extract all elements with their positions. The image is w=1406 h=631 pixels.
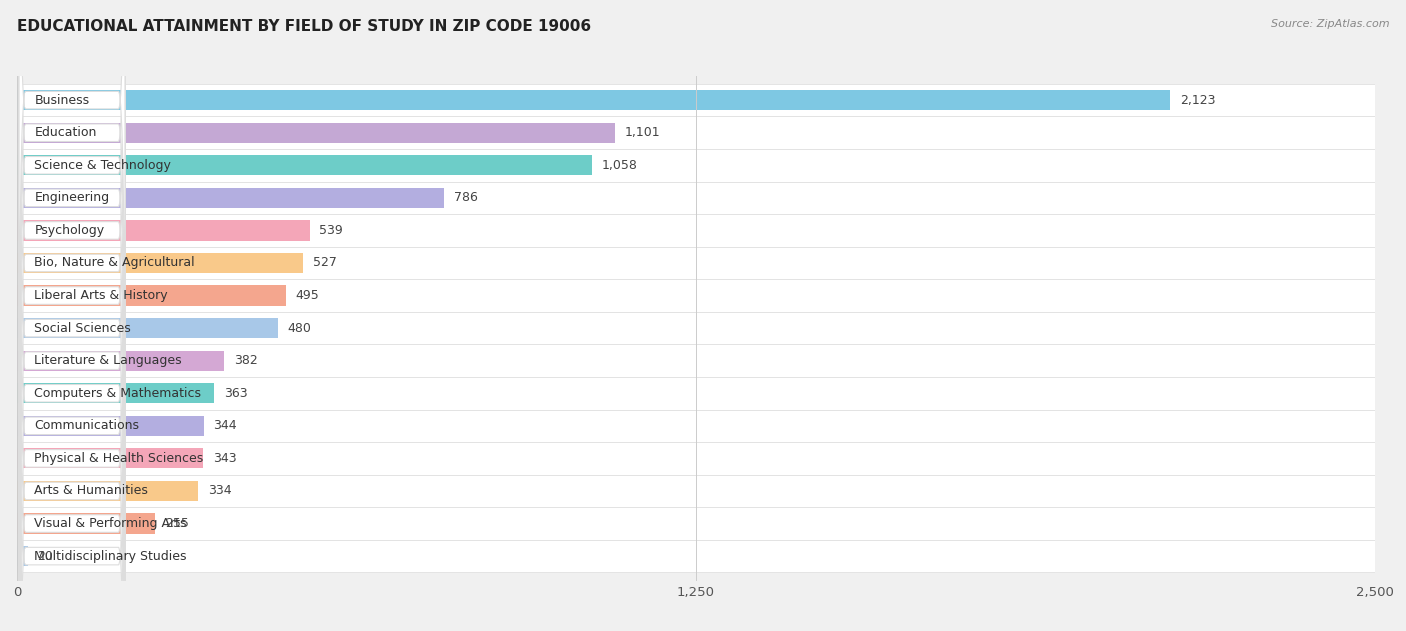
FancyBboxPatch shape	[17, 188, 444, 208]
Text: 343: 343	[212, 452, 236, 465]
FancyBboxPatch shape	[17, 182, 1375, 214]
Text: 334: 334	[208, 485, 232, 497]
Text: Education: Education	[34, 126, 97, 139]
FancyBboxPatch shape	[17, 312, 1375, 345]
Text: 363: 363	[224, 387, 247, 400]
FancyBboxPatch shape	[20, 0, 125, 613]
FancyBboxPatch shape	[20, 0, 125, 631]
Text: Business: Business	[34, 93, 90, 107]
FancyBboxPatch shape	[17, 507, 1375, 540]
Text: Computers & Mathematics: Computers & Mathematics	[34, 387, 201, 400]
FancyBboxPatch shape	[20, 0, 125, 515]
FancyBboxPatch shape	[17, 410, 1375, 442]
Text: 344: 344	[214, 420, 238, 432]
FancyBboxPatch shape	[17, 377, 1375, 410]
FancyBboxPatch shape	[17, 90, 1170, 110]
FancyBboxPatch shape	[20, 0, 125, 580]
Text: 495: 495	[295, 289, 319, 302]
Text: Engineering: Engineering	[34, 191, 110, 204]
FancyBboxPatch shape	[20, 44, 125, 631]
FancyBboxPatch shape	[20, 76, 125, 631]
FancyBboxPatch shape	[17, 84, 1375, 117]
FancyBboxPatch shape	[17, 514, 156, 534]
FancyBboxPatch shape	[20, 0, 125, 631]
FancyBboxPatch shape	[20, 11, 125, 631]
FancyBboxPatch shape	[20, 0, 125, 631]
FancyBboxPatch shape	[17, 351, 225, 371]
Text: 539: 539	[319, 224, 343, 237]
FancyBboxPatch shape	[17, 481, 198, 501]
FancyBboxPatch shape	[20, 109, 125, 631]
Text: Literature & Languages: Literature & Languages	[34, 354, 181, 367]
FancyBboxPatch shape	[17, 247, 1375, 280]
FancyBboxPatch shape	[20, 0, 125, 631]
FancyBboxPatch shape	[17, 475, 1375, 507]
FancyBboxPatch shape	[17, 540, 1375, 572]
FancyBboxPatch shape	[20, 141, 125, 631]
FancyBboxPatch shape	[17, 149, 1375, 182]
FancyBboxPatch shape	[17, 117, 1375, 149]
FancyBboxPatch shape	[17, 214, 1375, 247]
FancyBboxPatch shape	[17, 220, 309, 240]
Text: Multidisciplinary Studies: Multidisciplinary Studies	[34, 550, 187, 563]
FancyBboxPatch shape	[17, 448, 204, 468]
FancyBboxPatch shape	[17, 383, 214, 403]
Text: 1,101: 1,101	[624, 126, 661, 139]
FancyBboxPatch shape	[20, 174, 125, 631]
Text: Science & Technology: Science & Technology	[34, 159, 172, 172]
Text: Bio, Nature & Agricultural: Bio, Nature & Agricultural	[34, 256, 195, 269]
Text: 255: 255	[165, 517, 188, 530]
FancyBboxPatch shape	[17, 253, 304, 273]
FancyBboxPatch shape	[20, 0, 125, 482]
Text: Source: ZipAtlas.com: Source: ZipAtlas.com	[1271, 19, 1389, 29]
Text: Communications: Communications	[34, 420, 139, 432]
Text: 2,123: 2,123	[1180, 93, 1216, 107]
FancyBboxPatch shape	[17, 122, 614, 143]
Text: Physical & Health Sciences: Physical & Health Sciences	[34, 452, 204, 465]
Text: Social Sciences: Social Sciences	[34, 322, 131, 334]
FancyBboxPatch shape	[17, 280, 1375, 312]
FancyBboxPatch shape	[17, 442, 1375, 475]
FancyBboxPatch shape	[17, 546, 28, 566]
Text: 527: 527	[314, 256, 337, 269]
Text: Visual & Performing Arts: Visual & Performing Arts	[34, 517, 187, 530]
Text: 1,058: 1,058	[602, 159, 637, 172]
Text: 480: 480	[287, 322, 311, 334]
FancyBboxPatch shape	[20, 0, 125, 547]
Text: 382: 382	[235, 354, 257, 367]
Text: 20: 20	[38, 550, 53, 563]
Text: Psychology: Psychology	[34, 224, 104, 237]
Text: EDUCATIONAL ATTAINMENT BY FIELD OF STUDY IN ZIP CODE 19006: EDUCATIONAL ATTAINMENT BY FIELD OF STUDY…	[17, 19, 591, 34]
FancyBboxPatch shape	[17, 345, 1375, 377]
Text: Arts & Humanities: Arts & Humanities	[34, 485, 148, 497]
FancyBboxPatch shape	[17, 155, 592, 175]
Text: 786: 786	[454, 191, 478, 204]
FancyBboxPatch shape	[17, 285, 285, 305]
Text: Liberal Arts & History: Liberal Arts & History	[34, 289, 167, 302]
FancyBboxPatch shape	[17, 318, 277, 338]
FancyBboxPatch shape	[17, 416, 204, 436]
